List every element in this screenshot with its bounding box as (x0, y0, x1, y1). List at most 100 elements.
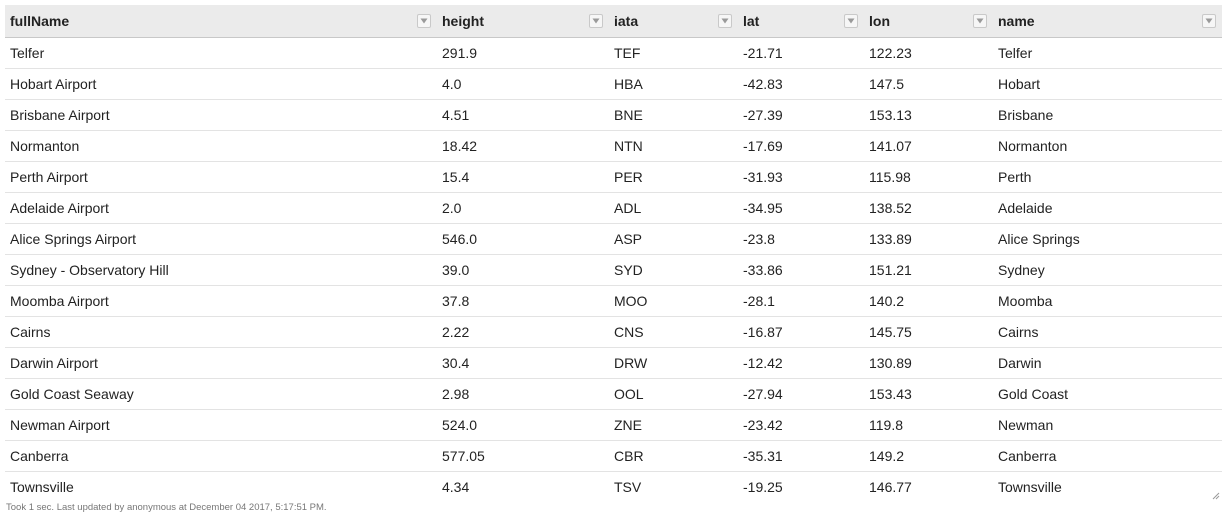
cell-lat: -16.87 (738, 316, 864, 348)
table-row: Newman Airport 524.0 ZNE -23.42 119.8 Newman (5, 409, 1222, 441)
cell-fullname: Perth Airport (5, 161, 437, 193)
cell-name: Canberra (993, 440, 1222, 472)
cell-fullname: Normanton (5, 130, 437, 162)
cell-lon: 119.8 (864, 409, 993, 441)
column-header-height[interactable]: height (437, 5, 609, 38)
cell-iata: DRW (609, 347, 738, 379)
cell-iata: BNE (609, 99, 738, 131)
cell-fullname: Cairns (5, 316, 437, 348)
cell-name: Townsville (993, 471, 1222, 499)
resize-handle-icon[interactable] (1210, 487, 1220, 500)
cell-lon: 145.75 (864, 316, 993, 348)
cell-iata: MOO (609, 285, 738, 317)
cell-iata: PER (609, 161, 738, 193)
cell-fullname: Canberra (5, 440, 437, 472)
cell-iata: CNS (609, 316, 738, 348)
cell-height: 291.9 (437, 37, 609, 69)
cell-fullname: Brisbane Airport (5, 99, 437, 131)
cell-fullname: Adelaide Airport (5, 192, 437, 224)
column-header-name[interactable]: name (993, 5, 1222, 38)
cell-fullname: Telfer (5, 37, 437, 69)
cell-lat: -42.83 (738, 68, 864, 100)
cell-height: 18.42 (437, 130, 609, 162)
cell-lat: -19.25 (738, 471, 864, 499)
cell-height: 2.0 (437, 192, 609, 224)
cell-fullname: Gold Coast Seaway (5, 378, 437, 410)
cell-name: Alice Springs (993, 223, 1222, 255)
status-footer: Took 1 sec. Last updated by anonymous at… (6, 502, 327, 513)
cell-lon: 130.89 (864, 347, 993, 379)
cell-lon: 149.2 (864, 440, 993, 472)
cell-iata: TEF (609, 37, 738, 69)
cell-fullname: Alice Springs Airport (5, 223, 437, 255)
table-row: Hobart Airport 4.0 HBA -42.83 147.5 Hobart (5, 68, 1222, 100)
table-row: Moomba Airport 37.8 MOO -28.1 140.2 Moomba (5, 285, 1222, 317)
cell-lon: 115.98 (864, 161, 993, 193)
table-row: Alice Springs Airport 546.0 ASP -23.8 133.89… (5, 223, 1222, 255)
cell-lat: -23.42 (738, 409, 864, 441)
table-row: Perth Airport 15.4 PER -31.93 115.98 Perth (5, 161, 1222, 193)
column-header-fullname[interactable]: fullName (5, 5, 437, 38)
chevron-down-icon[interactable] (718, 14, 732, 28)
table-row: Cairns 2.22 CNS -16.87 145.75 Cairns (5, 316, 1222, 348)
cell-lat: -12.42 (738, 347, 864, 379)
table-header-row: fullName height (5, 5, 1222, 38)
chevron-down-icon[interactable] (1202, 14, 1216, 28)
cell-name: Cairns (993, 316, 1222, 348)
cell-height: 4.34 (437, 471, 609, 499)
cell-height: 15.4 (437, 161, 609, 193)
chevron-down-icon[interactable] (973, 14, 987, 28)
cell-lon: 147.5 (864, 68, 993, 100)
cell-lat: -34.95 (738, 192, 864, 224)
cell-iata: CBR (609, 440, 738, 472)
cell-lat: -17.69 (738, 130, 864, 162)
table-row: Sydney - Observatory Hill 39.0 SYD -33.86 15… (5, 254, 1222, 286)
cell-height: 546.0 (437, 223, 609, 255)
table-row: Townsville 4.34 TSV -19.25 146.77 Townsville (5, 471, 1222, 499)
cell-iata: SYD (609, 254, 738, 286)
table-row: Gold Coast Seaway 2.98 OOL -27.94 153.43 Gold… (5, 378, 1222, 410)
table-row: Normanton 18.42 NTN -17.69 141.07 Normanton (5, 130, 1222, 162)
column-header-label: name (998, 13, 1035, 29)
cell-fullname: Darwin Airport (5, 347, 437, 379)
cell-iata: ASP (609, 223, 738, 255)
column-header-lat[interactable]: lat (738, 5, 864, 38)
cell-name: Perth (993, 161, 1222, 193)
table-body: Telfer 291.9 TEF -21.71 122.23 Telfer Hobart A… (5, 37, 1222, 499)
cell-fullname: Newman Airport (5, 409, 437, 441)
cell-name: Brisbane (993, 99, 1222, 131)
column-header-label: fullName (10, 13, 70, 29)
cell-lon: 141.07 (864, 130, 993, 162)
cell-lon: 133.89 (864, 223, 993, 255)
cell-fullname: Hobart Airport (5, 68, 437, 100)
cell-lon: 140.2 (864, 285, 993, 317)
cell-iata: ADL (609, 192, 738, 224)
cell-lon: 122.23 (864, 37, 993, 69)
cell-lon: 146.77 (864, 471, 993, 499)
chevron-down-icon[interactable] (589, 14, 603, 28)
cell-lat: -23.8 (738, 223, 864, 255)
table-row: Darwin Airport 30.4 DRW -12.42 130.89 Darwin (5, 347, 1222, 379)
chevron-down-icon[interactable] (417, 14, 431, 28)
cell-lon: 151.21 (864, 254, 993, 286)
result-table-container: fullName height (5, 5, 1222, 499)
cell-lat: -27.39 (738, 99, 864, 131)
cell-name: Gold Coast (993, 378, 1222, 410)
cell-iata: TSV (609, 471, 738, 499)
cell-iata: OOL (609, 378, 738, 410)
cell-lon: 153.43 (864, 378, 993, 410)
result-table: fullName height (5, 5, 1222, 499)
cell-iata: HBA (609, 68, 738, 100)
cell-name: Moomba (993, 285, 1222, 317)
column-header-iata[interactable]: iata (609, 5, 738, 38)
column-header-lon[interactable]: lon (864, 5, 993, 38)
cell-height: 30.4 (437, 347, 609, 379)
cell-name: Hobart (993, 68, 1222, 100)
cell-lon: 138.52 (864, 192, 993, 224)
column-header-label: lat (743, 13, 760, 29)
chevron-down-icon[interactable] (844, 14, 858, 28)
cell-lat: -33.86 (738, 254, 864, 286)
column-header-label: lon (869, 13, 890, 29)
cell-iata: ZNE (609, 409, 738, 441)
cell-name: Telfer (993, 37, 1222, 69)
